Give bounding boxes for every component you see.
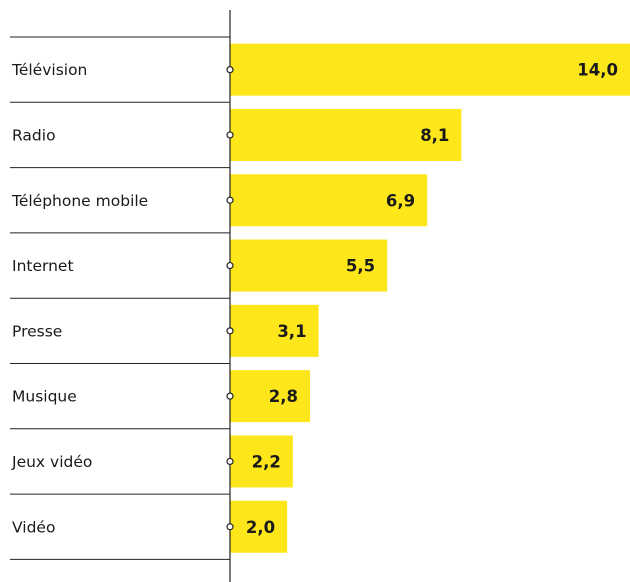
category-label: Télévision (11, 61, 87, 79)
value-label: 2,8 (269, 387, 298, 406)
category-label: Téléphone mobile (11, 192, 148, 210)
bar (230, 435, 293, 488)
bar (230, 239, 388, 292)
axis-marker (226, 196, 234, 204)
value-label: 3,1 (277, 322, 306, 341)
category-label: Musique (12, 388, 77, 406)
category-label: Presse (12, 322, 62, 340)
row-separators (10, 36, 230, 560)
bar (230, 304, 319, 357)
category-label: Radio (12, 126, 56, 144)
axis-marker (226, 131, 234, 139)
value-label: 2,2 (252, 452, 281, 471)
axis-marker (226, 327, 234, 335)
axis-markers (226, 66, 234, 531)
bar (230, 174, 428, 227)
axis-marker (226, 457, 234, 466)
bar (230, 370, 310, 423)
value-label: 5,5 (346, 257, 375, 276)
category-label: Jeux vidéo (11, 453, 92, 471)
category-label: Internet (12, 257, 74, 275)
value-label: 8,1 (420, 126, 449, 145)
value-labels: 14,0 8,1 6,9 5,5 3,1 2,8 2,2 2,0 (246, 61, 618, 537)
category-labels: Télévision Radio Téléphone mobile Internet P… (11, 61, 148, 536)
bars (230, 43, 630, 553)
axis-marker (226, 66, 234, 74)
value-label: 6,9 (386, 191, 415, 210)
bar (230, 43, 630, 96)
axis-marker (226, 261, 234, 270)
value-label: 2,0 (246, 518, 275, 537)
axis-marker (226, 523, 234, 531)
bar (230, 108, 462, 161)
axis-marker (226, 392, 234, 400)
bar (230, 500, 288, 553)
value-label: 14,0 (577, 61, 618, 80)
category-label: Vidéo (12, 518, 55, 536)
